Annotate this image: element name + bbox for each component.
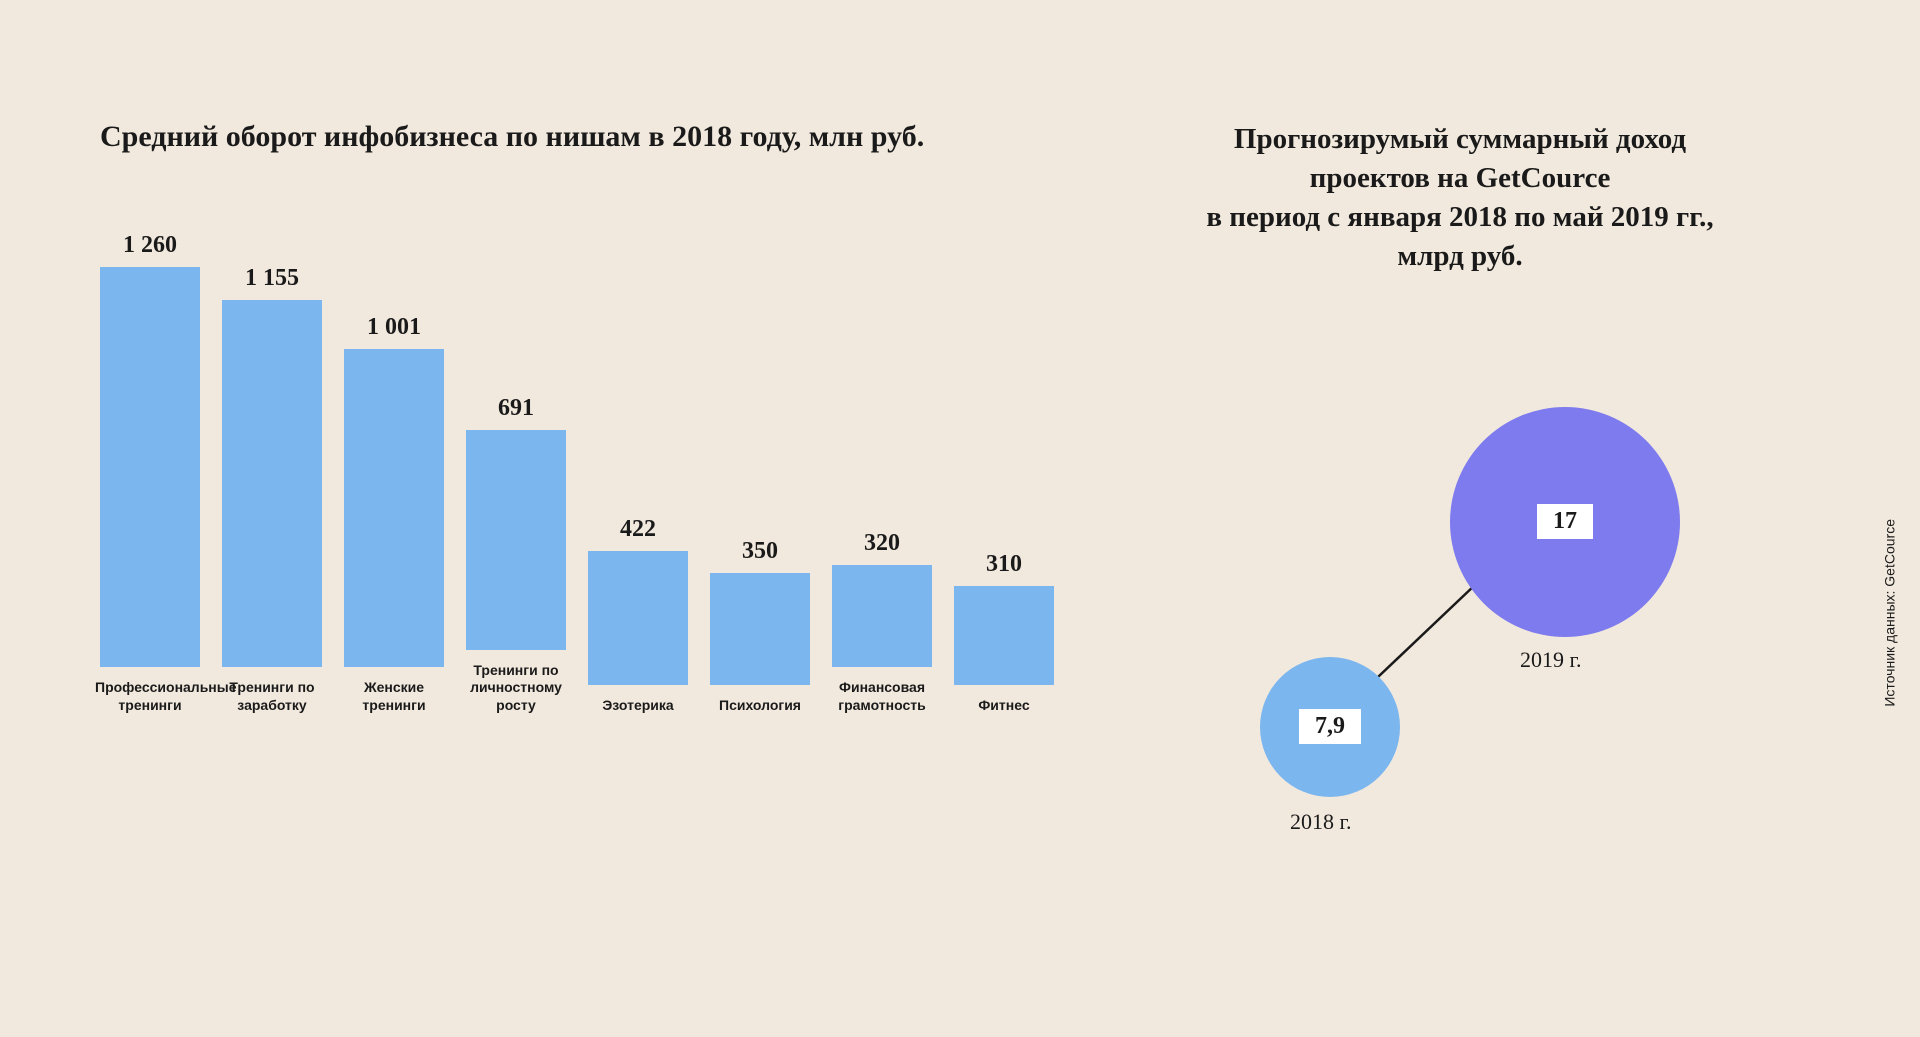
bar (588, 551, 688, 685)
bar (466, 430, 566, 649)
bar (222, 300, 322, 667)
bar-label: Эзотерика (583, 697, 693, 715)
bar (710, 573, 810, 684)
bar-value: 1 001 (367, 314, 421, 341)
bar-value: 1 155 (245, 265, 299, 292)
bar (344, 349, 444, 667)
bar-value: 422 (620, 516, 656, 543)
bar (832, 565, 932, 667)
bar-item: 691Тренинги по личностному росту (466, 395, 566, 714)
bar-label: Фитнес (949, 697, 1059, 715)
bubble-canvas: 7,9 2018 г. 17 2019 г. (1120, 277, 1800, 897)
bar-item: 1 155Тренинги по заработку (222, 265, 322, 714)
bars-area: 1 260Профессиональные тренинги1 155Трени… (100, 254, 1100, 714)
bar-label: Женские тренинги (339, 679, 449, 714)
bar-label: Финансовая грамотность (827, 679, 937, 714)
bar-value: 320 (864, 530, 900, 557)
bar-item: 350Психология (710, 538, 810, 714)
data-source: Источник данных: GetCource (1882, 519, 1898, 707)
bubble-caption: 2018 г. (1290, 809, 1352, 835)
bar-label: Тренинги по заработку (217, 679, 327, 714)
bar-chart-title: Средний оборот инфобизнеса по нишам в 20… (100, 120, 1100, 154)
bar (954, 586, 1054, 684)
bar (100, 267, 200, 667)
bubble: 7,9 (1260, 657, 1400, 797)
bar-value: 1 260 (123, 232, 177, 259)
bubble-value: 7,9 (1299, 709, 1361, 744)
bar-item: 310Фитнес (954, 551, 1054, 714)
bar-label: Профессиональные тренинги (95, 679, 205, 714)
bubble-value: 17 (1537, 504, 1593, 539)
bubble: 17 (1450, 407, 1680, 637)
bar-item: 422Эзотерика (588, 516, 688, 714)
bubble-chart: Прогнозирумый суммарный доходпроектов на… (1120, 120, 1800, 897)
bar-value: 310 (986, 551, 1022, 578)
growth-arrow (1120, 277, 1800, 897)
bubble-chart-title: Прогнозирумый суммарный доходпроектов на… (1120, 120, 1800, 277)
bar-item: 1 001Женские тренинги (344, 314, 444, 714)
bar-value: 350 (742, 538, 778, 565)
bar-chart: Средний оборот инфобизнеса по нишам в 20… (100, 120, 1100, 714)
bar-item: 320Финансовая грамотность (832, 530, 932, 714)
bar-label: Тренинги по личностному росту (461, 662, 571, 715)
bubble-caption: 2019 г. (1520, 647, 1582, 673)
bar-label: Психология (705, 697, 815, 715)
bar-value: 691 (498, 395, 534, 422)
bar-item: 1 260Профессиональные тренинги (100, 232, 200, 714)
